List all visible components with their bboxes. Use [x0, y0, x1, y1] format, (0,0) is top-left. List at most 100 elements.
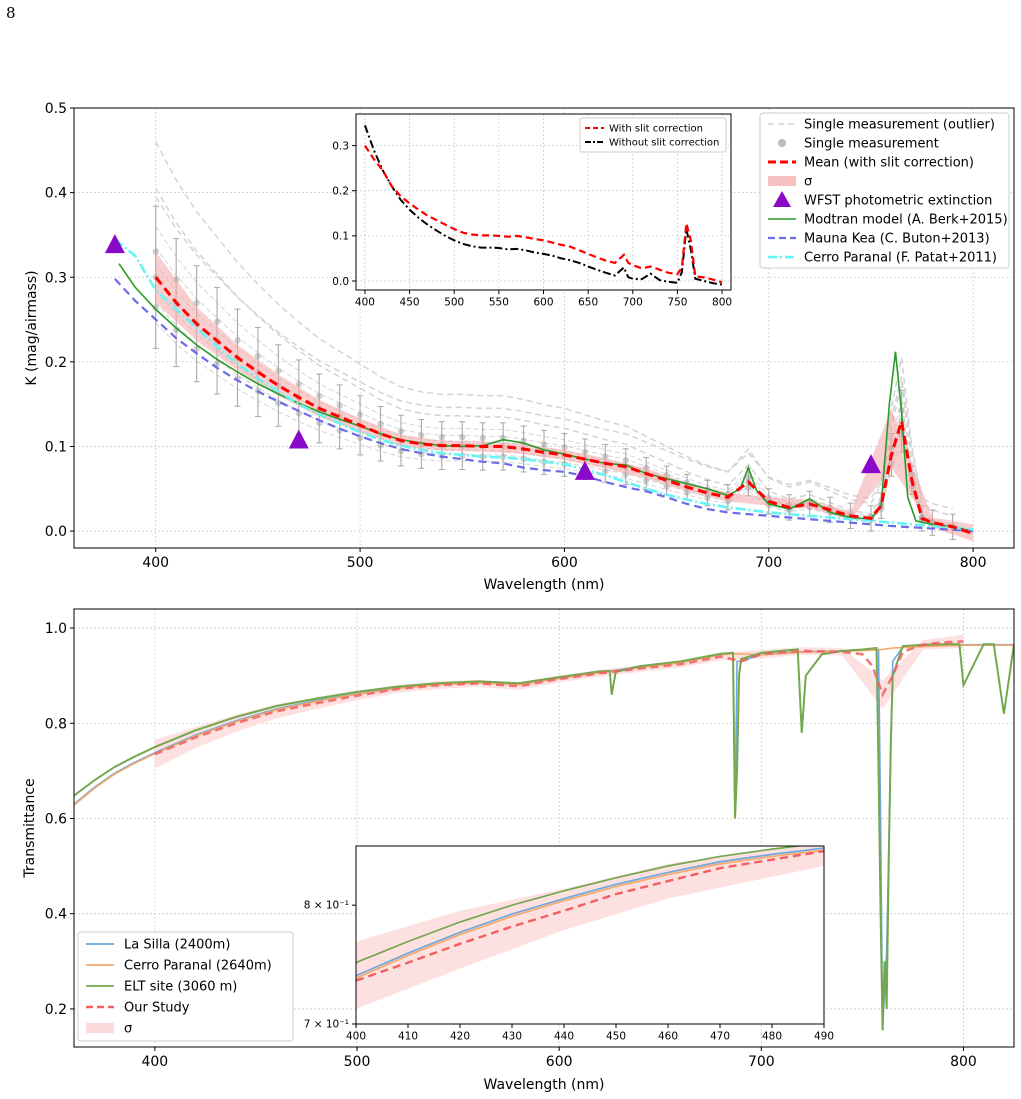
- single-measurement-point: [581, 448, 589, 456]
- inset2-xtick-label: 450: [606, 1031, 626, 1043]
- outlier-measurement-line: [155, 196, 953, 510]
- single-measurement-point: [745, 484, 752, 492]
- legend-label: With slit correction: [609, 124, 703, 135]
- inset1-xtick-label: 700: [623, 297, 643, 309]
- legend-label: Our Study: [124, 1001, 190, 1016]
- single-measurement-point: [622, 457, 629, 464]
- inset2-xtick-label: 490: [814, 1031, 834, 1043]
- single-measurement-point: [336, 402, 343, 409]
- single-measurement-point: [275, 399, 282, 407]
- inset2-xtick-label: 420: [450, 1031, 470, 1043]
- single-measurement-point: [377, 420, 384, 428]
- legend-label: σ: [124, 1022, 132, 1037]
- panel1-legend-item: WFST photometric extinction: [773, 191, 992, 209]
- legend-label: σ: [804, 175, 812, 190]
- panel1-ylabel: K (mag/airmass): [24, 270, 40, 385]
- panel2-ytick-label: 0.2: [45, 1002, 67, 1018]
- legend-label: Cerro Paranal (F. Patat+2011): [804, 251, 997, 266]
- inset1-legend-item: With slit correction: [585, 124, 703, 135]
- single-measurement-line: [155, 302, 974, 534]
- inset2-xtick-label: 440: [554, 1031, 574, 1043]
- panel1-xlabel: Wavelength (nm): [484, 577, 605, 593]
- legend-label: Single measurement: [804, 137, 939, 152]
- inset1-legend-box: [579, 117, 727, 153]
- mean-line: [154, 276, 974, 536]
- panel1-ytick-label: 0.5: [45, 101, 67, 117]
- outlier-measurement-line: [155, 141, 953, 517]
- panel2-legend-item: La Silla (2400m): [86, 938, 230, 953]
- inset1-ytick-label: 0.0: [332, 276, 349, 288]
- panel1-legend-item: Single measurement: [778, 137, 939, 152]
- site-transmittance-line: [356, 849, 824, 979]
- panel1-legend-item: Single measurement (outlier): [768, 118, 995, 133]
- panel1-legend-item: Mean (with slit correction): [768, 156, 974, 171]
- single-measurement-point: [479, 434, 486, 442]
- panel2-legend-item: Cerro Paranal (2640m): [86, 959, 272, 974]
- panel1-ytick-label: 0.3: [45, 270, 67, 286]
- single-measurement-point: [418, 432, 425, 439]
- inset2-xtick-label: 470: [710, 1031, 730, 1043]
- single-measurement-point: [316, 392, 323, 400]
- wfst-extinction-marker: [860, 454, 881, 474]
- inset2-xtick-label: 460: [658, 1031, 678, 1043]
- legend-label: Cerro Paranal (2640m): [124, 959, 272, 974]
- single-measurement-point: [295, 410, 302, 417]
- single-measurement-point: [152, 304, 159, 311]
- panel1-xtick-label: 500: [347, 555, 374, 571]
- model-line: [114, 278, 974, 533]
- legend-label: La Silla (2400m): [124, 938, 230, 953]
- our-study-line: [154, 640, 964, 756]
- legend-symbol: [773, 191, 791, 207]
- panel2-ylabel: Transmittance: [22, 778, 38, 878]
- model-line: [114, 238, 974, 531]
- panel2-xtick-label: 700: [748, 1054, 775, 1070]
- panel2-ytick-label: 0.8: [45, 716, 67, 732]
- single-measurement-point: [520, 455, 527, 463]
- panel1-ytick-label: 0.1: [45, 440, 67, 456]
- legend-symbol: [778, 139, 786, 147]
- single-measurement-point: [275, 367, 282, 375]
- legend-label: WFST photometric extinction: [804, 194, 992, 209]
- site-transmittance-line: [356, 847, 824, 977]
- inset1-xtick-label: 750: [667, 297, 687, 309]
- inset1-xtick-label: 600: [533, 297, 553, 309]
- our-study-line: [356, 850, 824, 982]
- inset1-xtick-label: 400: [355, 297, 375, 309]
- single-measurement-line: [155, 322, 974, 534]
- single-measurement-point: [459, 433, 466, 441]
- legend-symbol: [768, 176, 796, 186]
- inset2-xtick-label: 400: [346, 1031, 366, 1043]
- inset2-xtick-label: 480: [762, 1031, 782, 1043]
- panel1-ytick-label: 0.2: [45, 355, 67, 371]
- single-measurement-point: [193, 299, 200, 307]
- without-slit-correction-line: [363, 124, 723, 286]
- inset2-xtick-label: 430: [502, 1031, 522, 1043]
- panel2-legend-box: [77, 931, 294, 1042]
- inset2-axes: [355, 845, 825, 1025]
- panel2-plot-area: [74, 634, 1014, 1031]
- panel1-xtick-label: 700: [755, 555, 782, 571]
- panel1-legend-item: Cerro Paranal (F. Patat+2011): [768, 251, 997, 266]
- panel1-xtick-label: 800: [960, 555, 987, 571]
- legend-label: Single measurement (outlier): [804, 118, 995, 133]
- single-measurement-point: [438, 433, 446, 441]
- inset2-ytick-label: 8 × 10⁻¹: [304, 900, 349, 912]
- panel2-ytick-label: 1.0: [45, 621, 67, 637]
- single-measurement-point: [561, 444, 568, 451]
- panel2-ytick-label: 0.4: [45, 907, 67, 923]
- single-measurement-point: [254, 352, 262, 360]
- legend-label: Modtran model (A. Berk+2015): [804, 213, 1008, 228]
- panel1-xtick-label: 600: [551, 555, 578, 571]
- panel1-legend-item: Mauna Kea (C. Buton+2013): [768, 232, 990, 247]
- single-measurement-point: [234, 337, 241, 344]
- legend-label: Mean (with slit correction): [804, 156, 974, 171]
- single-measurement-point: [213, 318, 221, 325]
- panel2-xtick-label: 800: [950, 1054, 977, 1070]
- single-measurement-point: [602, 468, 609, 475]
- legend-label: Without slit correction: [609, 138, 719, 149]
- inset2-plot-area: [356, 846, 824, 1009]
- panel2-xtick-label: 600: [546, 1054, 573, 1070]
- panel1-ytick-label: 0.0: [45, 524, 67, 540]
- inset1-xtick-label: 650: [578, 297, 598, 309]
- inset1-legend-item: Without slit correction: [585, 138, 719, 149]
